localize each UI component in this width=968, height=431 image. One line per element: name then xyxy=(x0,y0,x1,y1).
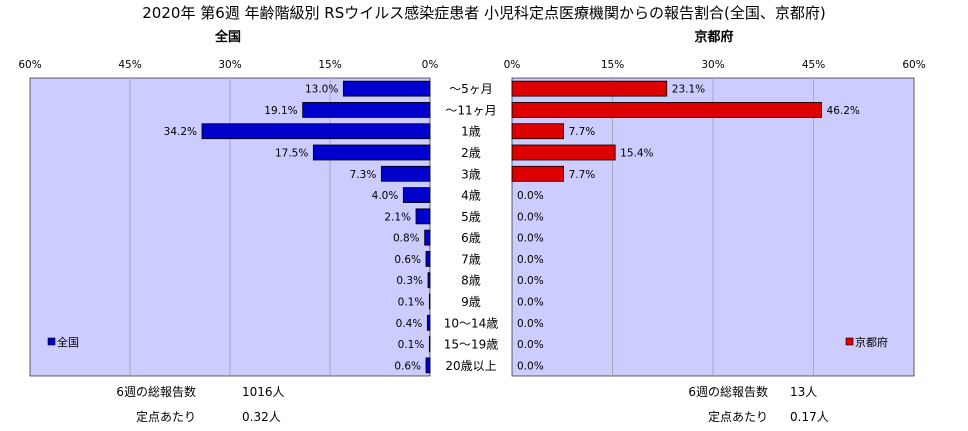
kyoto-per-label: 定点あたり xyxy=(708,409,768,424)
national-legend-label: 全国 xyxy=(57,335,79,349)
national-value-label: 0.3% xyxy=(396,275,423,287)
kyoto-panel-title: 京都府 xyxy=(694,29,733,45)
national-value-label: 13.0% xyxy=(305,84,338,96)
national-bar xyxy=(426,314,431,331)
national-value-label: 34.2% xyxy=(164,126,197,138)
kyoto-value-label: 0.0% xyxy=(517,339,544,351)
left-tick-label: 15% xyxy=(318,59,341,71)
kyoto-legend-swatch xyxy=(845,337,854,346)
national-bar xyxy=(425,357,431,374)
national-value-label: 19.1% xyxy=(264,105,297,117)
kyoto-value-label: 0.0% xyxy=(517,254,544,266)
kyoto-value-label: 0.0% xyxy=(517,360,544,372)
national-panel-title: 全国 xyxy=(214,29,241,45)
national-value-label: 0.4% xyxy=(396,318,423,330)
left-tick-label: 0% xyxy=(422,59,439,71)
right-tick-label: 30% xyxy=(701,59,724,71)
kyoto-bar xyxy=(511,80,668,97)
national-value-label: 0.6% xyxy=(394,254,421,266)
kyoto-value-label: 0.0% xyxy=(517,297,544,309)
national-value-label: 7.3% xyxy=(350,169,377,181)
category-label: 4歳 xyxy=(461,189,481,203)
kyoto-value-label: 0.0% xyxy=(517,190,544,202)
kyoto-value-label: 0.0% xyxy=(517,318,544,330)
kyoto-value-label: 0.0% xyxy=(517,211,544,223)
national-per-value: 0.32人 xyxy=(242,410,281,424)
national-bar xyxy=(427,272,431,289)
category-label: 5歳 xyxy=(461,210,481,224)
national-plot: 0% 15% 30% 45% 60% 13.0% 19.1% 34.2% 17.5% 7.3% 4.… xyxy=(18,59,439,377)
left-tick-label: 45% xyxy=(118,59,141,71)
kyoto-value-label: 46.2% xyxy=(827,105,860,117)
national-value-label: 0.1% xyxy=(398,297,425,309)
category-label: 15～19歳 xyxy=(444,338,499,352)
chart-title: 2020年 第6週 年齢階級別 RSウイルス感染症患者 小児科定点医療機関からの… xyxy=(142,4,825,22)
national-value-label: 4.0% xyxy=(372,190,399,202)
category-label: 3歳 xyxy=(461,167,481,181)
national-per-label: 定点あたり xyxy=(136,409,196,424)
national-value-label: 2.1% xyxy=(384,211,411,223)
national-bar xyxy=(312,144,431,161)
kyoto-total-value: 13人 xyxy=(790,385,817,399)
national-total-value: 1016人 xyxy=(242,385,285,399)
national-bar xyxy=(415,208,431,225)
kyoto-value-label: 0.0% xyxy=(517,275,544,287)
national-bar xyxy=(428,336,431,352)
left-tick-label: 30% xyxy=(218,59,241,71)
category-labels: ～5ヶ月 ～11ヶ月 1歳 2歳 3歳 4歳 5歳 6歳 7歳 8歳 9歳 10～14歳 15～19歳 2… xyxy=(444,82,499,373)
national-value-label: 17.5% xyxy=(275,148,308,160)
left-tick-label: 60% xyxy=(18,59,41,71)
national-value-label: 0.6% xyxy=(394,360,421,372)
kyoto-bar xyxy=(511,144,616,161)
right-tick-label: 60% xyxy=(902,59,925,71)
category-label: 6歳 xyxy=(461,231,481,245)
national-bar xyxy=(302,102,431,118)
right-tick-label: 15% xyxy=(601,59,624,71)
kyoto-value-label: 23.1% xyxy=(672,84,705,96)
national-bar xyxy=(402,187,431,203)
national-bar xyxy=(424,229,431,246)
kyoto-value-label: 0.0% xyxy=(517,233,544,245)
kyoto-value-label: 7.7% xyxy=(569,169,596,181)
national-value-label: 0.1% xyxy=(398,339,425,351)
kyoto-value-label: 7.7% xyxy=(569,126,596,138)
kyoto-bar xyxy=(511,165,564,182)
kyoto-bar xyxy=(511,123,564,140)
category-label: 20歳以上 xyxy=(445,359,496,373)
national-value-label: 0.8% xyxy=(393,233,420,245)
category-label: 8歳 xyxy=(461,274,481,288)
right-tick-label: 0% xyxy=(504,59,521,71)
national-bar xyxy=(425,251,431,267)
national-total-label: 6週の総報告数 xyxy=(116,384,196,399)
national-bar xyxy=(380,165,431,182)
national-legend-swatch xyxy=(47,337,56,346)
kyoto-value-label: 15.4% xyxy=(620,148,653,160)
category-label: 1歳 xyxy=(461,125,481,139)
category-label: 10～14歳 xyxy=(444,316,499,330)
kyoto-bar xyxy=(511,102,822,118)
category-label: 9歳 xyxy=(461,295,481,309)
kyoto-total-label: 6週の総報告数 xyxy=(688,384,768,399)
kyoto-legend-label: 京都府 xyxy=(855,335,888,349)
category-label: ～5ヶ月 xyxy=(449,82,493,96)
kyoto-plot: 0% 15% 30% 45% 60% 23.1% 46.2% 7.7% 15.4% 7.7% 0.0… xyxy=(504,59,926,377)
national-bar xyxy=(428,293,431,310)
national-bar xyxy=(201,123,431,140)
kyoto-per-value: 0.17人 xyxy=(790,410,829,424)
right-tick-label: 45% xyxy=(802,59,825,71)
category-label: 7歳 xyxy=(461,252,481,266)
category-label: ～11ヶ月 xyxy=(445,103,496,117)
national-bar xyxy=(342,80,431,97)
category-label: 2歳 xyxy=(461,146,481,160)
